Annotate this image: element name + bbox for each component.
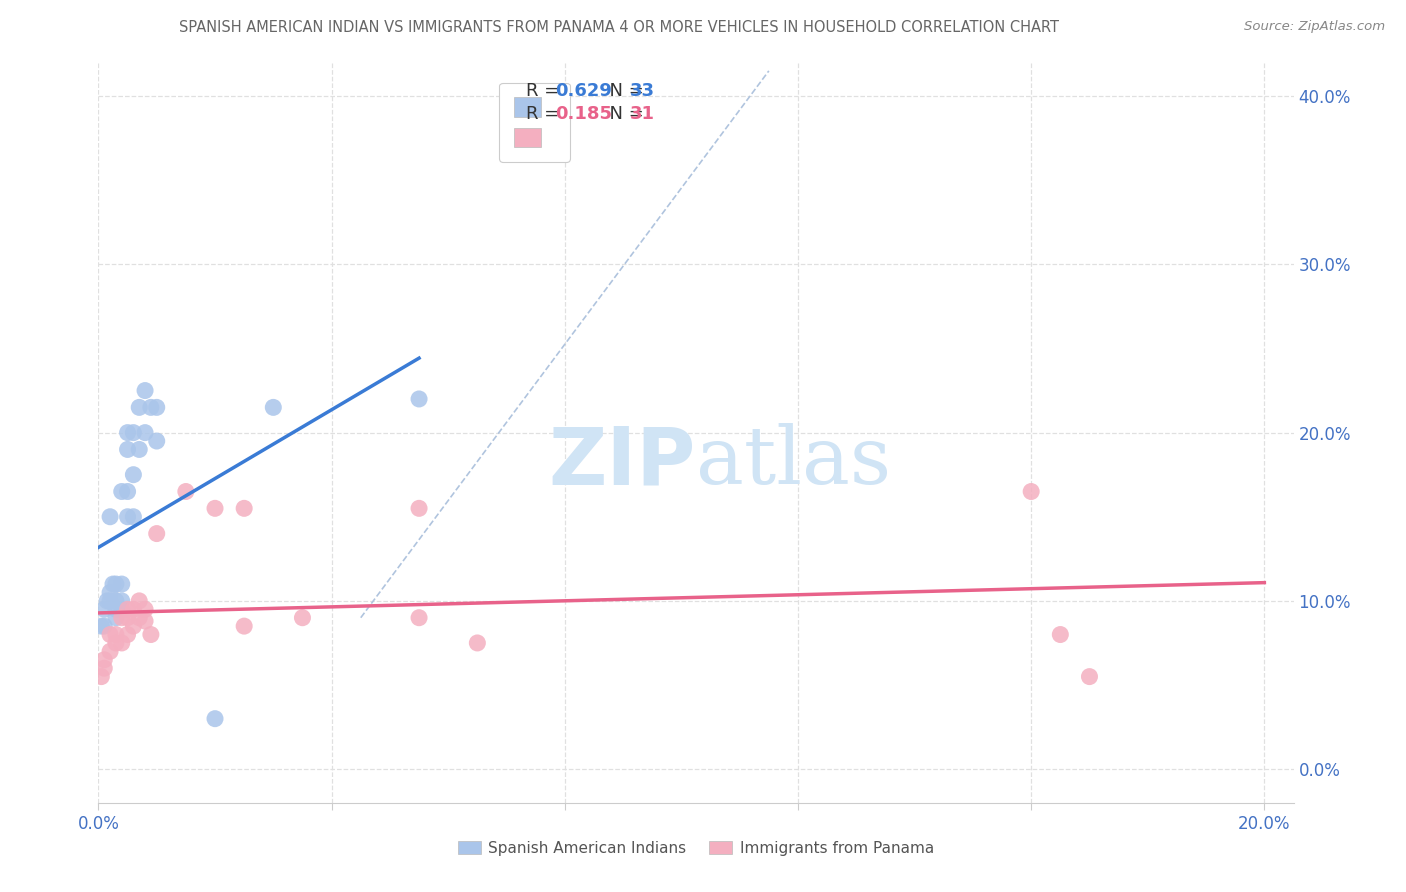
Point [134,614,156,628]
Point [117,442,139,457]
Legend: Spanish American Indians, Immigrants from Panama: Spanish American Indians, Immigrants fro… [451,835,941,862]
Point [98,594,121,608]
Point [117,509,139,524]
Point [1019,484,1042,499]
Point [90,670,112,684]
Point [104,610,127,624]
Point [96,594,118,608]
Text: R =: R = [526,105,565,123]
Point [104,602,127,616]
Point [117,610,139,624]
Text: 0.629: 0.629 [555,81,612,100]
Point [174,484,197,499]
Point [134,602,156,616]
Point [145,401,167,415]
Point [104,577,127,591]
Point [204,712,226,726]
Point [117,602,139,616]
Point [122,602,145,616]
Text: 0.185: 0.185 [555,105,612,123]
Point [128,610,150,624]
Point [467,636,489,650]
Point [128,401,150,415]
Point [98,644,121,658]
Point [134,425,156,440]
Text: atlas: atlas [696,423,891,501]
Point [111,610,134,624]
Point [128,442,150,457]
Text: 31: 31 [630,105,655,123]
Point [233,501,256,516]
Point [98,509,121,524]
Point [117,627,139,641]
Point [98,585,121,599]
Text: 33: 33 [630,81,655,100]
Point [98,627,121,641]
Point [122,425,145,440]
Point [139,401,162,415]
Point [128,594,150,608]
Point [111,594,134,608]
Point [122,509,145,524]
Point [93,661,115,675]
Text: Source: ZipAtlas.com: Source: ZipAtlas.com [1244,20,1385,33]
Point [122,467,145,482]
Point [117,484,139,499]
Point [111,577,134,591]
Text: ZIP: ZIP [548,423,696,501]
Text: N =: N = [598,81,650,100]
Point [122,619,145,633]
Point [104,627,127,641]
Point [134,384,156,398]
Point [104,594,127,608]
Point [204,501,226,516]
Point [93,619,115,633]
Point [1049,627,1071,641]
Point [408,610,430,624]
Point [233,619,256,633]
Point [101,577,124,591]
Point [291,610,314,624]
Point [93,602,115,616]
Point [111,484,134,499]
Point [139,627,162,641]
Point [111,636,134,650]
Point [145,526,167,541]
Point [90,619,112,633]
Point [408,392,430,406]
Point [1078,670,1101,684]
Text: SPANISH AMERICAN INDIAN VS IMMIGRANTS FROM PANAMA 4 OR MORE VEHICLES IN HOUSEHOL: SPANISH AMERICAN INDIAN VS IMMIGRANTS FR… [179,20,1059,35]
Point [145,434,167,448]
Point [93,653,115,667]
Point [104,636,127,650]
Point [262,401,284,415]
Text: N =: N = [598,105,650,123]
Point [408,501,430,516]
Point [111,602,134,616]
Text: R =: R = [526,81,565,100]
Point [117,425,139,440]
